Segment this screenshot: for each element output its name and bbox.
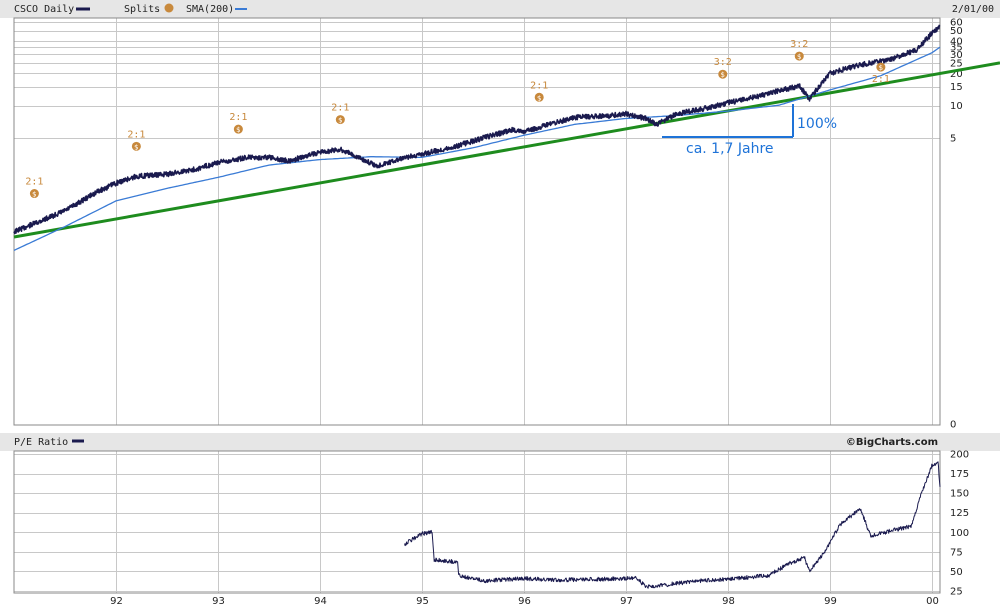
split-icon-glyph: $ — [134, 143, 138, 151]
pe-y-tick-25: 25 — [950, 587, 963, 598]
split-ratio-label: 2:1 — [127, 129, 145, 140]
sma-200-line — [13, 46, 941, 251]
split-icon-glyph: $ — [236, 126, 240, 134]
pe-y-tick-200: 200 — [950, 450, 969, 461]
x-tick-98: 98 — [722, 596, 735, 607]
price-grid — [14, 18, 940, 425]
gain-label: 100% — [797, 116, 837, 132]
split-marker-4: 2:1 $ — [331, 103, 349, 125]
split-icon-glyph: $ — [537, 94, 541, 102]
pe-legend: P/E Ratio — [14, 437, 68, 448]
price-y-tick-20: 20 — [950, 69, 963, 80]
split-icon — [233, 124, 243, 134]
x-tick-94: 94 — [314, 596, 327, 607]
pe-y-tick-150: 150 — [950, 489, 969, 500]
price-y-tick-25: 25 — [950, 58, 963, 69]
x-tick-00: 00 — [926, 596, 939, 607]
x-tick-97: 97 — [620, 596, 633, 607]
date-label: 2/01/00 — [952, 4, 994, 15]
legend-splits: Splits — [124, 4, 160, 15]
price-y-tick-30: 30 — [950, 50, 963, 61]
pe-panel-header — [0, 433, 1000, 451]
pe-grid — [14, 451, 940, 593]
pe-plot-frame — [13, 450, 941, 594]
x-axis: 92 93 94 95 96 97 98 99 00 — [110, 596, 939, 607]
split-marker-7: 3:2 $ — [790, 39, 808, 61]
x-tick-99: 99 — [824, 596, 837, 607]
split-icon-glyph: $ — [32, 191, 36, 199]
split-markers: 2:1 $2:1 $2:1 $2:1 $2:1 $3:2 $3:2 $2:1 $ — [25, 39, 890, 198]
pe-y-axis: 25 50 75 100 125 150 175 200 — [950, 450, 969, 598]
legend-ticker: CSCO Daily — [14, 4, 74, 15]
split-ratio-label: 2:1 — [25, 177, 43, 188]
split-icon-glyph: $ — [879, 64, 883, 72]
split-marker-1: 2:1 $ — [25, 177, 43, 199]
split-ratio-label: 2:1 — [229, 112, 247, 123]
split-icon-glyph: $ — [797, 53, 801, 61]
price-panel-header — [0, 0, 1000, 18]
split-icon — [335, 115, 345, 125]
pe-y-tick-50: 50 — [950, 567, 963, 578]
pe-y-tick-100: 100 — [950, 528, 969, 539]
split-marker-2: 2:1 $ — [127, 129, 145, 151]
price-y-tick-15: 15 — [950, 82, 963, 93]
price-y-tick-0: 0 — [950, 420, 956, 431]
pe-series-layer — [404, 461, 941, 589]
price-y-tick-5: 5 — [950, 134, 956, 145]
pe-y-tick-175: 175 — [950, 469, 969, 480]
split-icon — [876, 62, 886, 72]
gain-annotation: 100% ca. 1,7 Jahre — [662, 104, 837, 157]
split-ratio-label: 3:2 — [790, 39, 808, 50]
split-icon — [131, 141, 141, 151]
split-icon — [29, 189, 39, 199]
credit-label: ©BigCharts.com — [846, 437, 938, 448]
split-icon — [534, 92, 544, 102]
legend-sma: SMA(200) — [186, 4, 234, 15]
split-icon — [794, 51, 804, 61]
split-marker-8: 2:1 $ — [872, 62, 890, 85]
price-y-tick-60: 60 — [950, 18, 963, 29]
pe-y-tick-125: 125 — [950, 508, 969, 519]
x-tick-96: 96 — [518, 596, 531, 607]
split-ratio-label: 3:2 — [714, 57, 732, 68]
split-marker-3: 2:1 $ — [229, 112, 247, 134]
price-y-tick-40: 40 — [950, 36, 963, 47]
x-tick-92: 92 — [110, 596, 123, 607]
legend-split-icon — [164, 3, 174, 13]
split-icon — [718, 69, 728, 79]
csco-price-line — [13, 24, 941, 235]
split-ratio-label: 2:1 — [530, 80, 548, 91]
split-ratio-label: 2:1 — [331, 103, 349, 114]
pe-ratio-line — [404, 461, 941, 589]
x-tick-93: 93 — [212, 596, 225, 607]
trend-line — [13, 61, 1000, 239]
x-tick-95: 95 — [416, 596, 429, 607]
pe-y-tick-75: 75 — [950, 547, 963, 558]
split-icon-glyph: $ — [721, 71, 725, 79]
split-marker-6: 3:2 $ — [714, 57, 732, 79]
split-marker-5: 2:1 $ — [530, 80, 548, 102]
price-y-tick-35: 35 — [950, 43, 963, 54]
split-icon-glyph: $ — [338, 117, 342, 125]
price-series-layer — [13, 24, 1000, 251]
price-plot-frame — [13, 17, 941, 426]
price-y-tick-50: 50 — [950, 26, 963, 37]
split-ratio-label: 2:1 — [872, 74, 890, 85]
period-label: ca. 1,7 Jahre — [686, 141, 774, 157]
price-y-tick-10: 10 — [950, 101, 963, 112]
